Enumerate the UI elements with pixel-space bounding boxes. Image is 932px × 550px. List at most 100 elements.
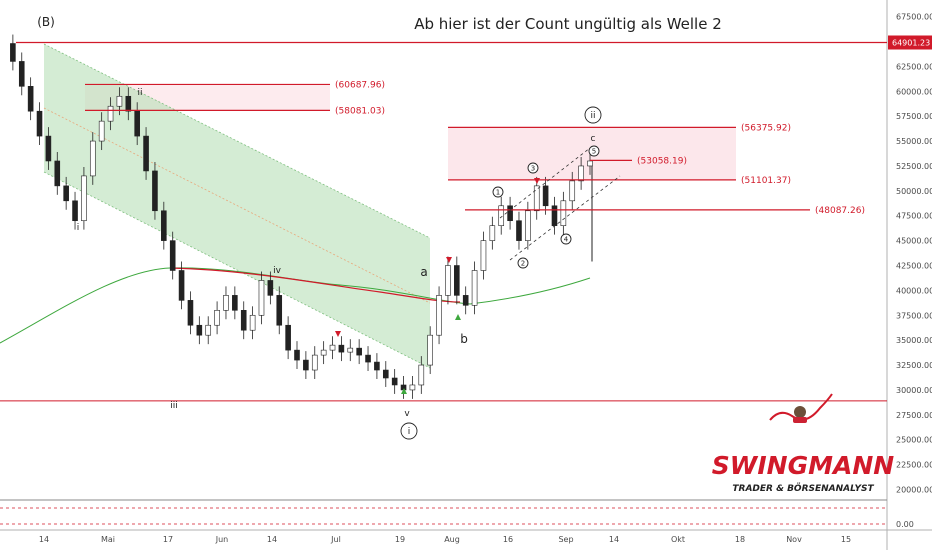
candle-body [347, 347, 354, 353]
candle-body [374, 361, 380, 371]
sell-marker [446, 257, 452, 263]
y-tick-label: 42500.00 [896, 262, 932, 271]
wave-label-circled-i-circle [400, 422, 418, 440]
y-tick-label: 27500.00 [896, 411, 932, 420]
channel-upper [43, 43, 431, 239]
candle-body [89, 140, 96, 177]
x-tick-label: Jul [330, 535, 341, 544]
candle-body [285, 324, 291, 351]
candle-body [267, 280, 274, 296]
wave-label-sub-3: 3 [531, 164, 535, 172]
wave-label-c: c [591, 134, 596, 144]
x-tick-label: Okt [671, 535, 685, 544]
y-tick-label: 40000.00 [896, 286, 932, 295]
y-tick-label: 32500.00 [896, 361, 932, 370]
candle-body [134, 110, 140, 137]
x-tick-label: Mai [101, 535, 115, 544]
candle-body [196, 324, 203, 336]
y-tick-label: 57500.00 [896, 112, 932, 121]
wave-label-sub-2-circle [517, 257, 529, 269]
candle-body [205, 324, 212, 336]
candle-body [116, 95, 123, 107]
candle-body [427, 334, 433, 366]
wave-label-a: a [420, 265, 427, 279]
candle-body [329, 344, 336, 351]
downtrend-channel [44, 44, 430, 368]
moving-average-green [0, 267, 591, 344]
candle-body [152, 170, 158, 212]
wave-label-iii: iii [170, 401, 178, 411]
wave-label-circled-ii: ii [590, 111, 595, 121]
rising-channel-lower [509, 175, 621, 261]
wave-label-b: b [460, 332, 468, 346]
candle-body [418, 364, 425, 386]
wave-label-ii: ii [137, 88, 142, 98]
y-tick-label: 55000.00 [896, 137, 932, 146]
candle-body [240, 310, 247, 331]
candle-body [223, 295, 229, 311]
y-tick-label: 52500.00 [896, 162, 932, 171]
x-tick-label: 14 [39, 535, 49, 544]
candle-body [578, 165, 584, 182]
y-tick-label: 62500.00 [896, 62, 932, 71]
candle-body [72, 200, 78, 222]
candle-body [10, 43, 16, 62]
candle-body [551, 205, 558, 226]
candle-body [436, 295, 442, 336]
candle-body [54, 160, 61, 187]
level-51101-label: (51101.37) [741, 176, 791, 186]
logo-tagline: TRADER & BÖRSENANALYST [732, 483, 874, 494]
candle-body [36, 110, 43, 137]
candle-body [303, 359, 309, 371]
candle-body [249, 314, 256, 331]
candle-body [569, 180, 576, 202]
indicator-zero-label: 0.00 [896, 520, 914, 529]
candle-body [320, 349, 327, 356]
candle-body [525, 210, 531, 241]
candle-body [169, 240, 176, 271]
candle-body [409, 384, 416, 391]
candle-body [178, 270, 185, 301]
wave-label-sub-1: 1 [496, 188, 500, 196]
sell-marker [534, 178, 540, 184]
wave-label-B: (B) [37, 15, 55, 29]
candle-body [356, 347, 362, 356]
candle-body [18, 61, 25, 87]
candle-body [276, 295, 283, 326]
wave-label-sub-1-circle [492, 186, 504, 198]
candle-body [81, 175, 87, 222]
candle-body [187, 300, 194, 326]
swingmann-logo: SWINGMANN TRADER & BÖRSENANALYST [712, 393, 894, 494]
candle-body [107, 105, 114, 122]
candle-body [258, 280, 265, 316]
chart-title: Ab hier ist der Count ungültig als Welle… [414, 15, 722, 33]
x-tick-label: 19 [395, 535, 405, 544]
candle-body [542, 185, 549, 207]
candle-body [294, 349, 300, 361]
y-tick-label: 60000.00 [896, 87, 932, 96]
current-price-label: 64901.23 [892, 39, 930, 48]
wave-label-v: v [404, 409, 410, 419]
candle-body [382, 369, 389, 379]
candle-body [161, 210, 167, 241]
wave-label-sub-5: 5 [592, 147, 596, 155]
y-tick-label: 30000.00 [896, 386, 932, 395]
x-tick-label: Aug [444, 535, 460, 544]
candle-body [462, 295, 469, 306]
x-tick-label: 16 [503, 535, 513, 544]
x-tick-label: Nov [786, 535, 802, 544]
x-tick-label: 14 [609, 535, 619, 544]
candle-body [214, 310, 220, 326]
candle-body [143, 135, 149, 172]
logo-text: SWINGMANN [712, 451, 894, 480]
y-tick-label: 45000.00 [896, 237, 932, 246]
candle-body [27, 86, 34, 112]
channel-lower [43, 171, 431, 369]
candle-body [125, 95, 132, 112]
rising-channel-upper [499, 147, 591, 219]
wave-label-sub-4: 4 [564, 235, 569, 243]
candle-body [516, 220, 522, 241]
buy-marker [455, 314, 461, 320]
candle-body [471, 270, 478, 306]
wave-label-circled-i: i [408, 427, 411, 437]
